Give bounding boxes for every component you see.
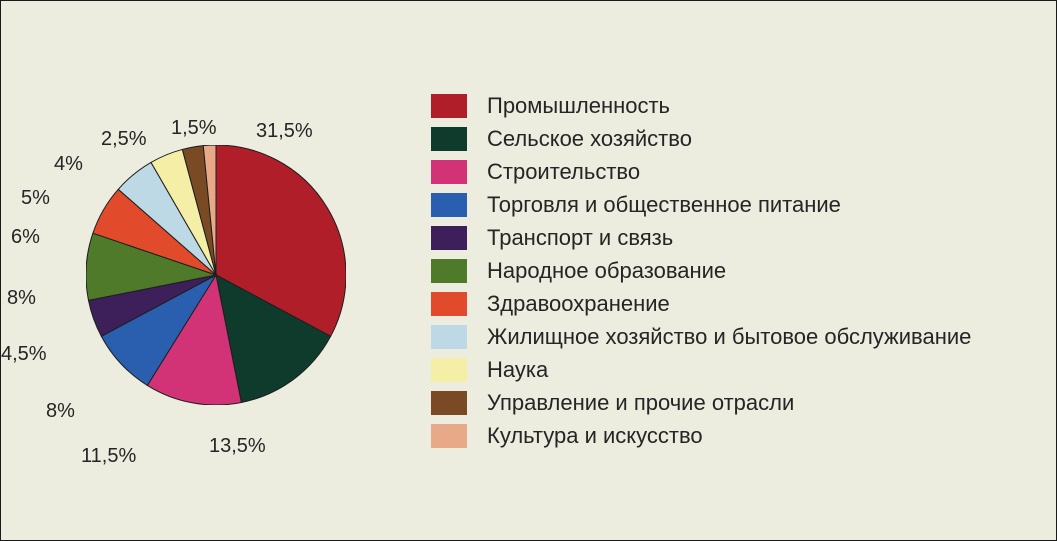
legend-swatch — [431, 292, 467, 316]
slice-pct-label: 13,5% — [209, 435, 266, 458]
pie-svg — [86, 145, 346, 405]
legend-swatch — [431, 259, 467, 283]
legend-swatch — [431, 358, 467, 382]
legend-label: Торговля и общественное питание — [487, 192, 841, 218]
legend: Промышленность Сельское хозяйство Строител… — [431, 66, 1056, 476]
slice-pct-label: 8% — [7, 287, 36, 310]
legend-label: Жилищное хозяйство и бытовое обслуживани… — [487, 324, 971, 350]
pie-chart-area: 31,5%13,5%11,5%8%4,5%8%6%5%4%2,5%1,5% — [1, 0, 431, 541]
slice-pct-label: 4% — [54, 153, 83, 176]
legend-swatch — [431, 424, 467, 448]
slice-pct-label: 5% — [21, 187, 50, 210]
legend-label: Здравоохранение — [487, 291, 670, 317]
legend-swatch — [431, 94, 467, 118]
legend-label: Управление и прочие отрасли — [487, 390, 794, 416]
legend-label: Культура и искусство — [487, 423, 703, 449]
legend-item: Строительство — [431, 159, 1046, 185]
legend-item: Сельское хозяйство — [431, 126, 1046, 152]
legend-label: Наука — [487, 357, 548, 383]
chart-container: 31,5%13,5%11,5%8%4,5%8%6%5%4%2,5%1,5% Пр… — [1, 1, 1056, 540]
legend-item: Жилищное хозяйство и бытовое обслуживани… — [431, 324, 1046, 350]
slice-pct-label: 1,5% — [171, 117, 217, 140]
slice-pct-label: 6% — [11, 226, 40, 249]
legend-label: Народное образование — [487, 258, 726, 284]
pie-holder — [86, 145, 346, 405]
legend-label: Строительство — [487, 159, 640, 185]
legend-item: Транспорт и связь — [431, 225, 1046, 251]
legend-item: Промышленность — [431, 93, 1046, 119]
legend-item: Торговля и общественное питание — [431, 192, 1046, 218]
slice-pct-label: 31,5% — [256, 120, 313, 143]
legend-swatch — [431, 226, 467, 250]
legend-item: Культура и искусство — [431, 423, 1046, 449]
legend-item: Управление и прочие отрасли — [431, 390, 1046, 416]
legend-item: Здравоохранение — [431, 291, 1046, 317]
legend-item: Наука — [431, 357, 1046, 383]
legend-swatch — [431, 193, 467, 217]
slice-pct-label: 11,5% — [81, 445, 136, 468]
legend-label: Транспорт и связь — [487, 225, 673, 251]
legend-label: Сельское хозяйство — [487, 126, 692, 152]
slice-pct-label: 8% — [46, 400, 75, 423]
legend-item: Народное образование — [431, 258, 1046, 284]
legend-label: Промышленность — [487, 93, 670, 119]
legend-swatch — [431, 391, 467, 415]
slice-pct-label: 4,5% — [1, 343, 47, 366]
legend-swatch — [431, 325, 467, 349]
legend-swatch — [431, 127, 467, 151]
legend-swatch — [431, 160, 467, 184]
